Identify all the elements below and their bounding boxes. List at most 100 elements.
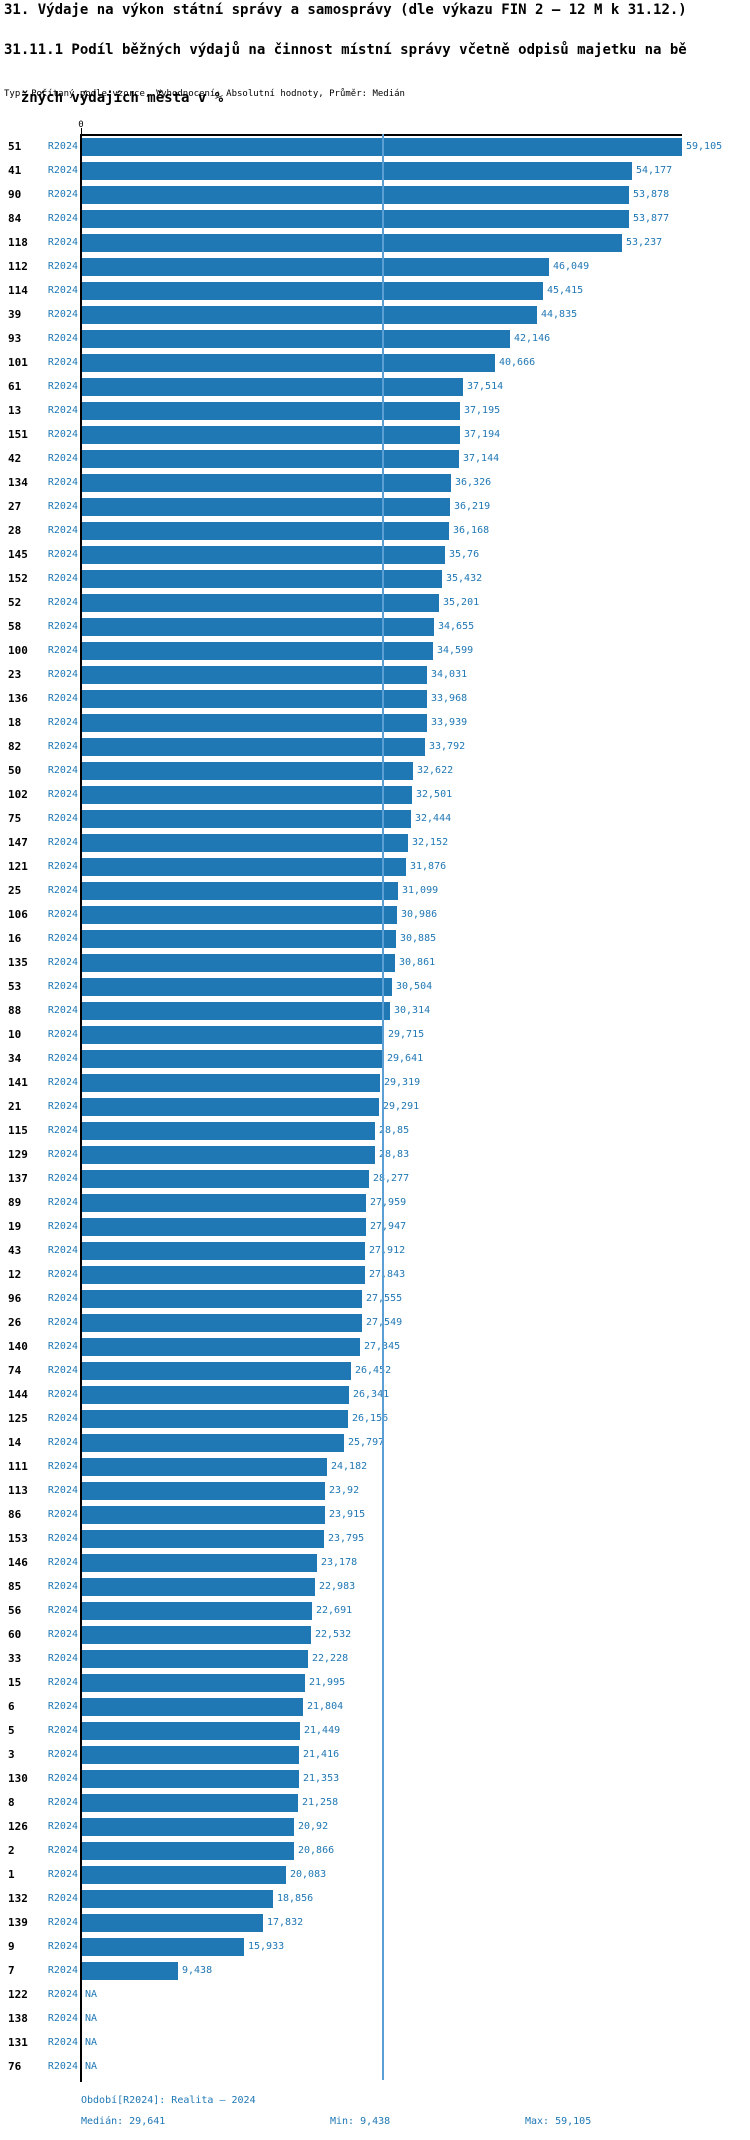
bar[interactable] — [82, 1866, 286, 1884]
bar[interactable] — [82, 1218, 366, 1236]
bar-row: 130 R2024 21,353 — [0, 1770, 750, 1788]
bar[interactable] — [82, 330, 510, 348]
bar[interactable] — [82, 1170, 369, 1188]
bar[interactable] — [82, 1890, 273, 1908]
bar-value-label: 21,258 — [302, 1797, 339, 1808]
bar-row: 88 R2024 30,314 — [0, 1002, 750, 1020]
bar[interactable] — [82, 1506, 325, 1524]
bar[interactable] — [82, 882, 398, 900]
bar[interactable] — [82, 738, 425, 756]
bar[interactable] — [82, 906, 397, 924]
bar[interactable] — [82, 1650, 308, 1668]
bar[interactable] — [82, 1434, 344, 1452]
bar[interactable] — [82, 1602, 312, 1620]
bar-row: 152 R2024 35,432 — [0, 570, 750, 588]
bar[interactable] — [82, 1410, 348, 1428]
bar[interactable] — [82, 1266, 365, 1284]
bar[interactable] — [82, 522, 449, 540]
bar[interactable] — [82, 690, 427, 708]
row-id: 75 — [8, 812, 22, 825]
axis-left-spine — [80, 134, 82, 2082]
bar[interactable] — [82, 498, 450, 516]
bar-value-label: 27,912 — [369, 1245, 406, 1256]
bar[interactable] — [82, 714, 427, 732]
bar[interactable] — [82, 258, 549, 276]
bar[interactable] — [82, 546, 445, 564]
bar[interactable] — [82, 1698, 303, 1716]
row-period-label: R2024 — [47, 1149, 78, 1160]
bar[interactable] — [82, 762, 413, 780]
bar[interactable] — [82, 1290, 362, 1308]
bar[interactable] — [82, 594, 439, 612]
bar[interactable] — [82, 1746, 299, 1764]
bar[interactable] — [82, 1818, 294, 1836]
bar[interactable] — [82, 930, 396, 948]
bar[interactable] — [82, 810, 411, 828]
bar[interactable] — [82, 1074, 380, 1092]
bar[interactable] — [82, 1098, 379, 1116]
bar[interactable] — [82, 570, 442, 588]
row-id: 16 — [8, 932, 22, 945]
row-id: 140 — [8, 1340, 28, 1353]
row-period-label: R2024 — [47, 1269, 78, 1280]
bar[interactable] — [82, 666, 427, 684]
bar[interactable] — [82, 402, 460, 420]
bar[interactable] — [82, 1386, 349, 1404]
bar[interactable] — [82, 210, 629, 228]
bar[interactable] — [82, 1674, 305, 1692]
bar[interactable] — [82, 786, 412, 804]
bar[interactable] — [82, 354, 495, 372]
bar[interactable] — [82, 1554, 317, 1572]
bar[interactable] — [82, 1794, 298, 1812]
bar[interactable] — [82, 1314, 362, 1332]
bar[interactable] — [82, 1146, 375, 1164]
bar[interactable] — [82, 618, 434, 636]
row-period-label: R2024 — [47, 1653, 78, 1664]
bar[interactable] — [82, 474, 451, 492]
bar[interactable] — [82, 1026, 384, 1044]
bar[interactable] — [82, 858, 406, 876]
bar-value-label: 34,031 — [431, 669, 468, 680]
bar[interactable] — [82, 1194, 366, 1212]
bar-value-label: 26,341 — [353, 1389, 390, 1400]
row-period-label: R2024 — [47, 1101, 78, 1112]
bar[interactable] — [82, 234, 622, 252]
row-period-label: R2024 — [47, 501, 78, 512]
bar[interactable] — [82, 1482, 325, 1500]
bar[interactable] — [82, 1722, 300, 1740]
bar[interactable] — [82, 1914, 263, 1932]
bar[interactable] — [82, 282, 543, 300]
bar-value-label: 32,152 — [412, 837, 449, 848]
bar[interactable] — [82, 1458, 327, 1476]
bar[interactable] — [82, 1242, 365, 1260]
bar[interactable] — [82, 1578, 315, 1596]
bar[interactable] — [82, 306, 537, 324]
bar-row: 3 R2024 21,416 — [0, 1746, 750, 1764]
bar[interactable] — [82, 1938, 244, 1956]
row-period-label: R2024 — [47, 813, 78, 824]
bar[interactable] — [82, 1122, 375, 1140]
row-id: 5 — [8, 1724, 15, 1737]
bar[interactable] — [82, 978, 392, 996]
bar[interactable] — [82, 1770, 299, 1788]
bar[interactable] — [82, 1530, 324, 1548]
bar[interactable] — [82, 1842, 294, 1860]
bar[interactable] — [82, 1050, 383, 1068]
bar[interactable] — [82, 1338, 360, 1356]
bar-row: 14 R2024 25,797 — [0, 1434, 750, 1452]
bar[interactable] — [82, 186, 629, 204]
bar[interactable] — [82, 1002, 390, 1020]
bar[interactable] — [82, 834, 408, 852]
bar[interactable] — [82, 378, 463, 396]
bar[interactable] — [82, 1626, 311, 1644]
bar[interactable] — [82, 954, 395, 972]
row-id: 12 — [8, 1268, 22, 1281]
bar[interactable] — [82, 1962, 178, 1980]
bar[interactable] — [82, 162, 632, 180]
bar[interactable] — [82, 1362, 351, 1380]
bar-row: 145 R2024 35,76 — [0, 546, 750, 564]
bar[interactable] — [82, 450, 459, 468]
bar[interactable] — [82, 642, 433, 660]
bar-row: 106 R2024 30,986 — [0, 906, 750, 924]
bar[interactable] — [82, 426, 460, 444]
